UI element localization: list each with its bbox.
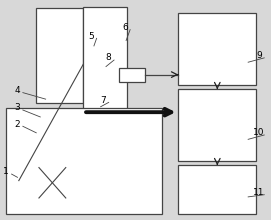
- Text: 5: 5: [88, 32, 94, 41]
- Text: 6: 6: [122, 23, 128, 32]
- Text: 3: 3: [15, 103, 20, 112]
- Bar: [6, 108, 162, 214]
- Text: 9: 9: [256, 51, 262, 60]
- Bar: [178, 13, 256, 85]
- Text: 2: 2: [15, 120, 20, 129]
- Bar: [36, 8, 83, 103]
- Bar: [120, 68, 145, 82]
- Text: 10: 10: [253, 128, 265, 137]
- Bar: [178, 89, 256, 161]
- Bar: [83, 7, 127, 165]
- Bar: [178, 165, 256, 214]
- Text: 1: 1: [3, 167, 9, 176]
- Text: 8: 8: [106, 53, 112, 62]
- Text: 11: 11: [253, 188, 265, 197]
- Text: 4: 4: [15, 86, 20, 95]
- Text: 7: 7: [101, 96, 106, 105]
